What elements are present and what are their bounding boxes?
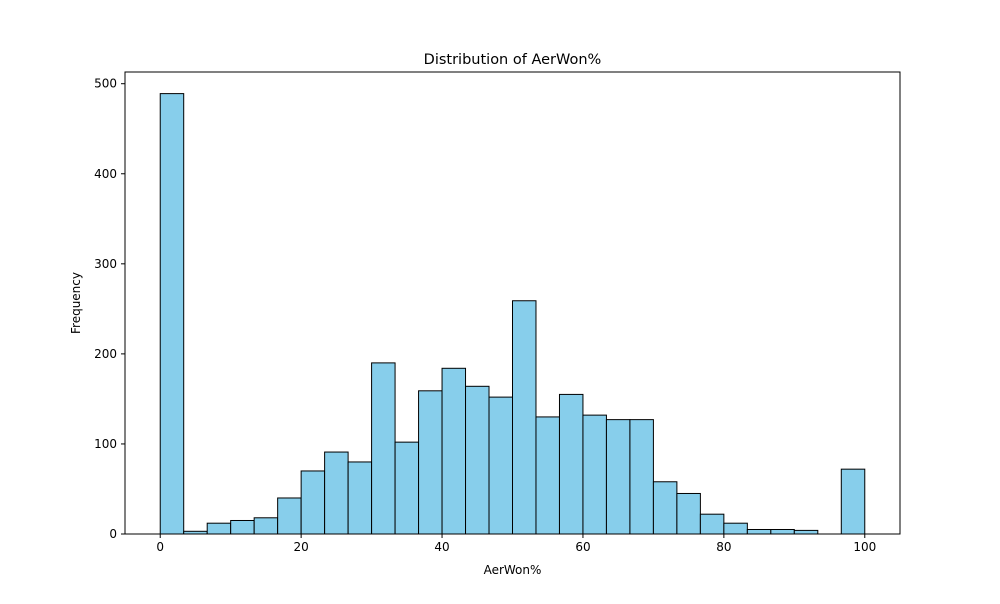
histogram-bar bbox=[488, 396, 513, 535]
histogram-bar bbox=[746, 528, 772, 535]
histogram-bar bbox=[605, 419, 631, 535]
histogram-bar bbox=[277, 497, 302, 535]
x-tick-label: 100 bbox=[853, 540, 876, 554]
x-axis-label: AerWon% bbox=[484, 563, 542, 577]
bars-group bbox=[159, 93, 866, 535]
histogram-bar bbox=[159, 93, 185, 535]
y-tick-label: 500 bbox=[94, 77, 117, 91]
histogram-bar bbox=[629, 419, 654, 535]
histogram-bar bbox=[770, 528, 795, 535]
histogram-bar bbox=[840, 468, 866, 535]
x-tick-label: 40 bbox=[434, 540, 449, 554]
y-tick-label: 0 bbox=[109, 527, 117, 541]
x-axis-ticks: 0 20 40 60 80 100 bbox=[156, 534, 876, 554]
histogram-bar bbox=[300, 470, 326, 535]
x-tick-label: 20 bbox=[293, 540, 308, 554]
plot-frame bbox=[124, 71, 901, 535]
histogram-bar bbox=[324, 451, 349, 535]
x-tick-label: 0 bbox=[156, 540, 164, 554]
histogram-bar bbox=[206, 522, 232, 535]
histogram-bar bbox=[558, 393, 584, 535]
histogram-bar bbox=[418, 390, 443, 535]
histogram-bar bbox=[465, 385, 490, 535]
histogram-bar bbox=[371, 362, 396, 535]
y-axis-ticks: 0 100 200 300 400 500 bbox=[94, 77, 125, 541]
y-tick-label: 300 bbox=[94, 257, 117, 271]
histogram-bar bbox=[394, 441, 420, 535]
y-tick-label: 100 bbox=[94, 437, 117, 451]
histogram-bar bbox=[512, 300, 537, 535]
y-axis-label: Frequency bbox=[69, 272, 83, 334]
histogram-bar bbox=[347, 461, 373, 535]
histogram-bar bbox=[676, 492, 701, 535]
x-tick-label: 80 bbox=[716, 540, 731, 554]
histogram-bar bbox=[441, 367, 467, 535]
histogram-bar bbox=[535, 416, 560, 535]
histogram-bar bbox=[253, 517, 279, 535]
histogram-bar bbox=[793, 529, 819, 535]
histogram-bar bbox=[723, 522, 748, 535]
x-tick-label: 60 bbox=[575, 540, 590, 554]
histogram-bar bbox=[582, 414, 607, 535]
histogram-bar bbox=[699, 513, 725, 535]
chart-title: Distribution of AerWon% bbox=[424, 52, 602, 68]
y-tick-label: 400 bbox=[94, 167, 117, 181]
histogram-bar bbox=[230, 519, 255, 535]
histogram-bar bbox=[652, 481, 678, 535]
y-tick-label: 200 bbox=[94, 347, 117, 361]
